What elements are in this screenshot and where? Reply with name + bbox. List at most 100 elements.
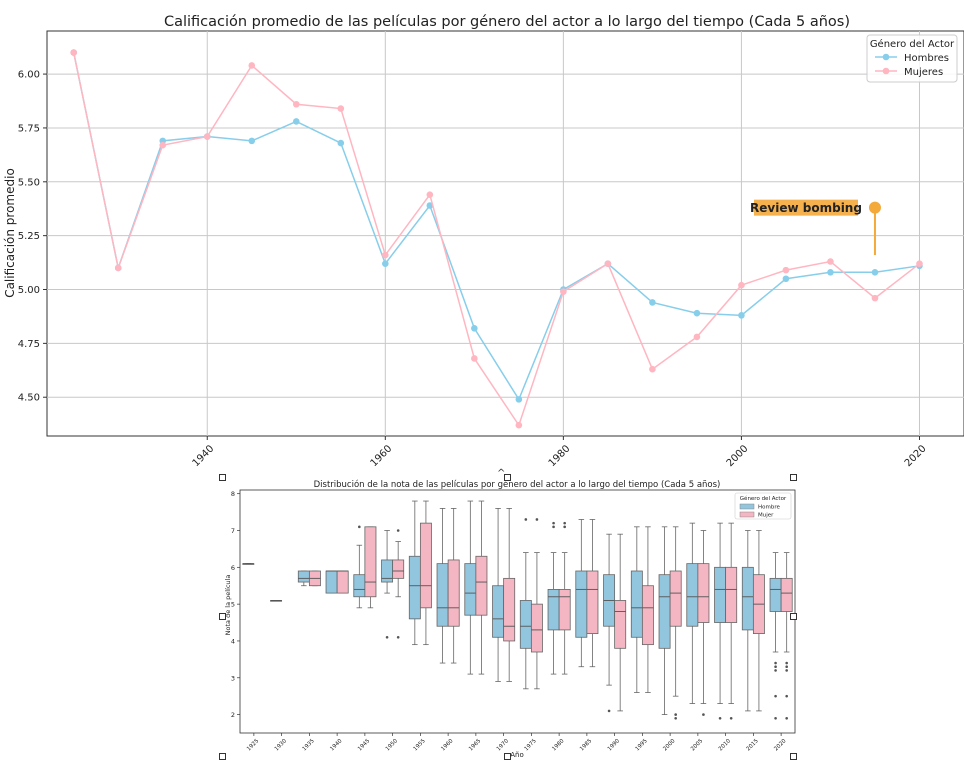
box-hombre [714,566,727,623]
resize-handle-top-right[interactable] [790,474,797,481]
box-chart-y-tick-label: 5 [231,601,235,609]
line-point-hombres [738,312,745,319]
line-point-mujeres [515,421,523,429]
box-hombre [630,570,643,638]
resize-handle-top-left[interactable] [219,474,226,481]
line-point-hombres [515,396,523,403]
annotation-label-box [754,199,858,216]
line-chart-y-tick-label: 6.00 [18,70,40,81]
line-point-mujeres [337,105,345,112]
box-flier-hombre [774,669,777,672]
box-legend-swatch [739,503,755,510]
box-chart-x-tick-label: 2005 [690,738,704,752]
box-flier-mujer [785,716,788,720]
line-point-hombres [248,137,256,145]
resize-handle-bottom-right[interactable] [790,753,797,760]
box-flier-hombre [385,635,389,639]
box-chart-y-axis-label: Nota de la película [224,575,232,636]
box-chart-y-tick-label: 4 [231,637,235,645]
line-chart-grid [46,30,964,437]
box-flier-hombre [718,716,722,720]
line-point-mujeres [560,288,567,295]
box-mujer [336,570,349,594]
box-chart-x-tick-label: 1930 [274,738,288,752]
box-flier-mujer [785,661,788,665]
box-mujer [614,600,627,649]
box-mujer [558,589,571,631]
box-flier-mujer [785,694,788,698]
box-mujer [364,526,377,598]
box-mujer [392,559,405,579]
line-point-hombres [426,202,434,209]
line-chart-y-tick-label: 5.00 [18,285,40,296]
box-flier-hombre [607,709,611,713]
box-chart-x-tick-label: 1960 [440,738,454,752]
box-chart-x-tick-label: 1955 [413,738,427,752]
box-hombre [547,589,560,631]
line-chart-title: Calificación promedio de las películas p… [164,14,850,30]
line-chart-x-tick-label: 2020 [903,443,929,469]
box-flier-mujer [396,635,400,639]
line-point-mujeres [248,62,256,69]
box-flier-mujer [674,716,677,720]
box-chart-x-tick-label: 1940 [329,738,343,752]
box-flier-hombre [774,694,777,698]
line-legend-marker [882,53,890,61]
box-flier-mujer [535,518,539,521]
line-point-mujeres [382,251,389,259]
box-flier-hombre [774,665,777,669]
line-point-mujeres [604,260,612,267]
line-point-hombres [693,309,701,317]
box-chart-x-tick-label: 1975 [524,738,538,752]
box-flier-hombre [774,716,777,720]
box-mujer [475,555,488,616]
box-hombre [658,574,671,649]
box-hombre [297,570,310,583]
line-chart-x-tick-label: 1960 [369,443,395,469]
line-chart-series [70,49,923,429]
box-mujer [780,577,793,612]
annotation-marker [868,201,881,214]
box-chart-x-tick-label: 1990 [607,738,621,752]
box-flier-hombre [358,525,361,529]
box-hombre [325,570,338,594]
box-hombre [575,570,588,638]
box-chart-x-tick-label: 1925 [246,738,260,752]
box-mujer [641,585,654,646]
line-legend-title: Género del Actor [870,38,955,50]
line-point-mujeres [114,264,122,272]
resize-handle-bottom-left[interactable] [219,753,226,760]
resize-handle-middle-left[interactable] [219,613,226,620]
resize-handle-bottom-center[interactable] [504,753,511,760]
line-chart-y-tick-label: 5.50 [18,177,40,188]
line-point-mujeres [70,49,78,56]
box-legend-swatch [739,511,755,518]
box-flier-mujer [785,665,788,669]
box-flier-mujer [563,521,566,525]
line-chart-y-tick-label: 5.25 [18,231,40,242]
box-chart-y-tick-label: 2 [231,711,235,719]
box-flier-mujer [785,669,788,672]
line-point-mujeres [738,281,745,289]
rotate-handle-icon[interactable]: ^ [497,468,506,479]
line-point-mujeres [916,260,923,267]
box-chart-x-tick-label: 1950 [385,738,399,752]
annotation-label: Review bombing [750,201,862,215]
box-mujer [586,570,599,634]
line-chart-y-tick-label: 4.75 [18,339,40,350]
line-point-mujeres [159,141,167,149]
line-chart-x-tick-label: 1940 [191,443,217,469]
box-hombre [464,563,477,616]
line-chart-y-tick-label: 5.75 [18,123,40,134]
box-chart-y-tick-label: 7 [231,527,235,535]
box-hombre [686,563,699,627]
box-hombre [353,574,366,598]
box-mujer [669,570,682,627]
box-chart-y-tick-label: 3 [231,674,235,682]
box-flier-mujer [702,713,705,716]
box-flier-mujer [396,529,400,532]
resize-handle-top-center[interactable] [504,474,511,481]
line-point-hombres [337,139,345,147]
resize-handle-middle-right[interactable] [790,613,797,620]
line-point-hombres [782,275,790,283]
